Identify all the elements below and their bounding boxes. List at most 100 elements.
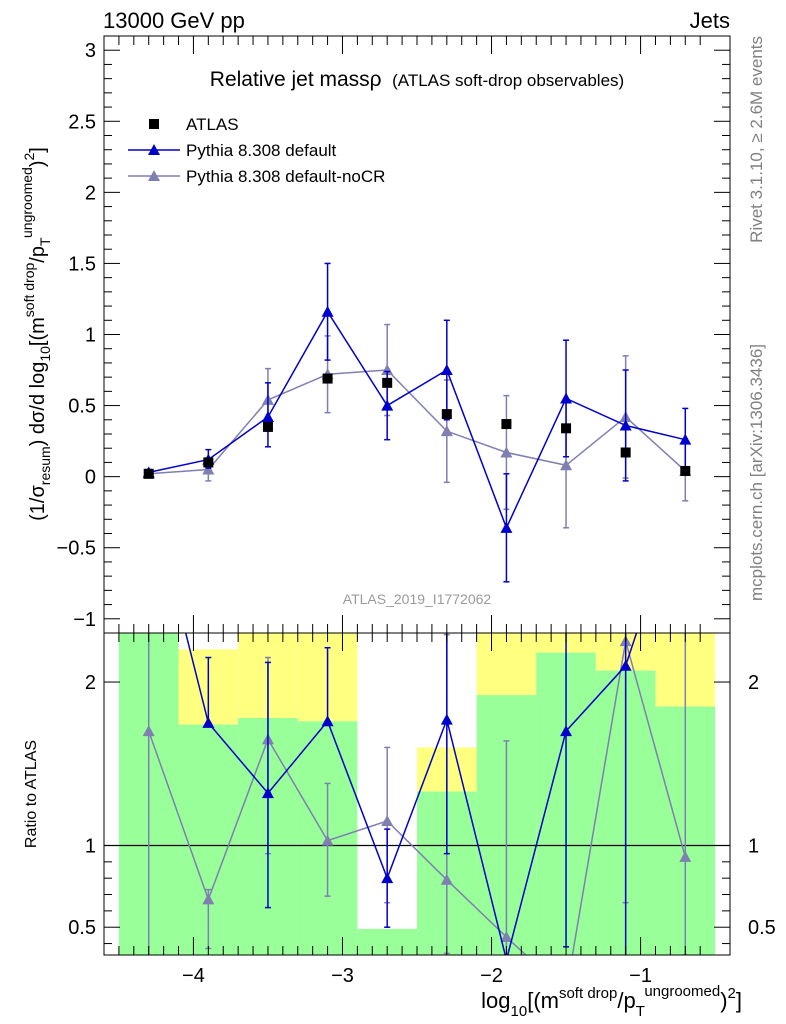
xlabel-part-5: /p bbox=[617, 988, 635, 1013]
x-tick-label: −3 bbox=[331, 965, 354, 987]
x-tick-label: −4 bbox=[182, 965, 205, 987]
pythia-nocr-ratio-marker bbox=[321, 834, 334, 846]
ylabel-part-5: [(m bbox=[27, 317, 49, 346]
pythia-default-ratio-line bbox=[184, 633, 638, 955]
pythia-default-marker bbox=[619, 419, 632, 431]
atlas-marker bbox=[680, 465, 691, 476]
pythia-default-ratio-marker bbox=[440, 713, 453, 725]
pythia-nocr-ratio-marker bbox=[500, 931, 513, 943]
pythia-nocr-marker bbox=[202, 463, 215, 475]
pythia-default-marker bbox=[679, 433, 692, 445]
xlabel-part-6: T bbox=[636, 1003, 645, 1020]
legend-marker bbox=[148, 170, 160, 181]
pythia-default-ratio-marker bbox=[202, 716, 215, 728]
rivet-label: Rivet 3.1.10, ≥ 2.6M events bbox=[747, 36, 766, 243]
ylabel-part-2: resum bbox=[37, 446, 53, 485]
atlas-marker bbox=[561, 423, 572, 434]
atlas-marker bbox=[143, 468, 154, 479]
atlas-marker bbox=[620, 447, 631, 458]
main-y-tick-label: 1.5 bbox=[68, 253, 96, 275]
main-y-tick-label: −1 bbox=[73, 609, 96, 631]
pythia-default-marker bbox=[381, 399, 394, 411]
main-y-tick-label: 2 bbox=[85, 182, 96, 204]
legend-label: ATLAS bbox=[186, 115, 239, 134]
pythia-nocr-ratio-line bbox=[148, 640, 687, 955]
atlas-marker bbox=[441, 409, 452, 420]
xlabel-part-3: [(m bbox=[527, 988, 559, 1013]
pythia-nocr-line bbox=[148, 369, 686, 475]
ylabel-part-3: ) dσ/d log bbox=[27, 362, 49, 447]
pythia-default-ratio-marker bbox=[560, 725, 573, 737]
mcplots-label: mcplots.cern.ch [arXiv:1306.3436] bbox=[747, 344, 766, 601]
ratio-y-tick-label: 2 bbox=[85, 672, 96, 694]
main-y-tick-label: −0.5 bbox=[57, 538, 96, 560]
atlas-marker bbox=[382, 377, 393, 388]
pythia-default-ratio-marker bbox=[261, 787, 274, 799]
pythia-nocr-ratio-marker bbox=[679, 850, 692, 862]
ylabel-part-7: /p bbox=[27, 246, 49, 263]
atlas-marker bbox=[501, 419, 512, 430]
ylabel-part-10: ) bbox=[27, 160, 49, 167]
x-tick-label: −2 bbox=[480, 965, 503, 987]
pythia-nocr-marker bbox=[560, 459, 573, 471]
pythia-default-marker bbox=[261, 410, 274, 422]
legend-marker-atlas bbox=[149, 119, 159, 129]
xlabel-part-7: ungroomed bbox=[644, 983, 720, 1000]
ylabel-part-8: T bbox=[37, 237, 53, 246]
xlabel-part-10: ] bbox=[736, 988, 742, 1013]
header-right: Jets bbox=[690, 8, 730, 33]
ratio-y-tick-label-right: 1 bbox=[748, 835, 759, 857]
pythia-default-marker bbox=[500, 521, 513, 533]
pythia-nocr-ratio-marker bbox=[142, 725, 155, 737]
main-y-tick-label: 0 bbox=[85, 467, 96, 489]
chart-title: Relative jet massρ (ATLAS soft-drop obse… bbox=[210, 68, 624, 91]
ylabel-part-6: soft drop bbox=[21, 263, 37, 318]
ylabel-part-11: 2 bbox=[21, 152, 37, 160]
pythia-default-marker bbox=[440, 364, 453, 376]
chart-subtitle: (ATLAS soft-drop observables) bbox=[392, 71, 624, 90]
main-y-tick-label: 3 bbox=[85, 40, 96, 62]
ylabel-part-12: ] bbox=[27, 147, 49, 153]
analysis-watermark: ATLAS_2019_I1772062 bbox=[343, 591, 492, 607]
ratio-y-axis-label: Ratio to ATLAS bbox=[23, 740, 40, 848]
ylabel-part-1: (1/σ bbox=[27, 485, 49, 521]
ratio-panel: 0.5 0.5 1 1 2 2 −4 −3 −2 −1 bbox=[68, 632, 776, 987]
pythia-nocr-marker bbox=[440, 425, 453, 437]
legend: ATLAS Pythia 8.308 default Pythia 8.308 de… bbox=[128, 115, 385, 186]
pythia-nocr-marker bbox=[381, 364, 394, 376]
pythia-default-marker bbox=[321, 305, 334, 317]
pythia-nocr-ratio-marker bbox=[440, 873, 453, 885]
atlas-marker bbox=[262, 421, 273, 432]
main-y-tick-label: 0.5 bbox=[68, 396, 96, 418]
pythia-default-ratio-marker bbox=[321, 715, 334, 727]
xlabel-part-2: 10 bbox=[511, 1003, 528, 1020]
header-left: 13000 GeV pp bbox=[103, 8, 245, 33]
ylabel-part-9: ungroomed bbox=[19, 167, 35, 238]
ratio-band-yellow bbox=[476, 633, 537, 696]
pythia-default-line bbox=[148, 310, 686, 530]
pythia-nocr-ratio-marker bbox=[381, 814, 394, 826]
ratio-y-tick-label-right: 2 bbox=[748, 672, 759, 694]
pythia-default-ratio-marker bbox=[505, 953, 508, 955]
xlabel-part-9: 2 bbox=[728, 985, 736, 1002]
main-y-tick-label: 2.5 bbox=[68, 111, 96, 133]
ratio-y-tick-label-right: 0.5 bbox=[748, 917, 776, 939]
ylabel-part-4: 10 bbox=[37, 346, 53, 362]
xlabel-part-1: log bbox=[481, 988, 510, 1013]
ratio-y-tick-label: 0.5 bbox=[68, 917, 96, 939]
ratio-y-tick-label: 1 bbox=[85, 835, 96, 857]
main-y-tick-label: 1 bbox=[85, 325, 96, 347]
x-axis-label: log10[(msoft drop/pTungroomed)2] bbox=[481, 983, 742, 1020]
xlabel-part-8: ) bbox=[720, 988, 727, 1013]
main-panel: −1 −0.5 0 0.5 1 1.5 2 2.5 3 bbox=[57, 35, 731, 634]
pythia-nocr-ratio-marker bbox=[202, 893, 215, 905]
pythia-default-marker bbox=[560, 392, 573, 404]
pythia-nocr-marker bbox=[500, 446, 513, 458]
legend-marker bbox=[148, 144, 160, 155]
main-y-axis-label: (1/σresum) dσ/d log10[(msoft drop/pTungr… bbox=[19, 147, 53, 521]
legend-label: Pythia 8.308 default bbox=[186, 141, 337, 160]
x-tick-label: −1 bbox=[629, 965, 652, 987]
chart-title-text: Relative jet massρ bbox=[210, 68, 382, 91]
atlas-marker bbox=[322, 373, 333, 384]
